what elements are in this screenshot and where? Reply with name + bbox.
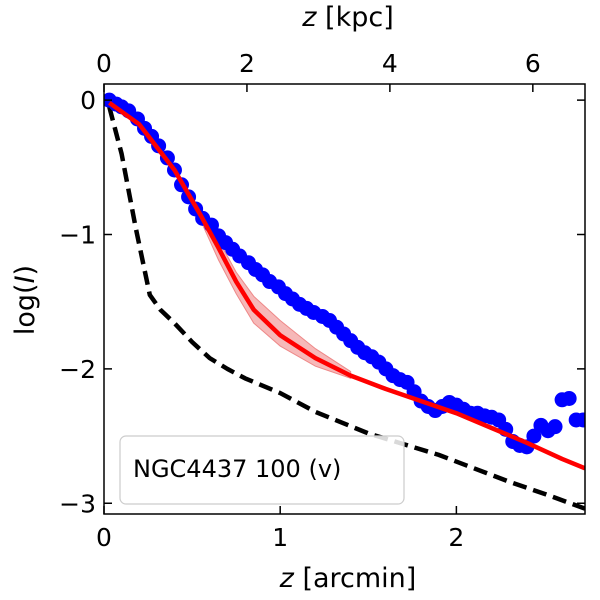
y-tick-label: 0 — [80, 86, 96, 115]
y-tick-label: −3 — [59, 489, 96, 518]
data-point — [575, 412, 585, 428]
legend-label: NGC4437 100 (v) — [133, 455, 341, 483]
top-x-tick-label: 4 — [382, 49, 398, 78]
data-point — [526, 428, 542, 444]
x-tick-label: 1 — [272, 523, 288, 552]
top-x-axis-title: z [kpc] — [301, 2, 393, 33]
legend-box — [119, 435, 405, 505]
plot-frame — [103, 83, 586, 515]
x-tick-label: 0 — [96, 523, 112, 552]
y-tick-label: −1 — [59, 221, 96, 250]
legend: NGC4437 100 (v) — [119, 435, 405, 505]
top-x-tick-label: 6 — [525, 49, 541, 78]
psf-dashed-line — [107, 106, 585, 511]
data-point — [547, 419, 563, 435]
top-x-tick-label: 2 — [239, 49, 255, 78]
x-tick-label: 2 — [448, 523, 464, 552]
model-line — [107, 100, 585, 471]
y-tick-label: −2 — [59, 355, 96, 384]
tick-layer: 0 1 2 0 2 4 6 0 −1 −2 −3 — [59, 49, 585, 552]
model-uncertainty-band — [200, 211, 352, 379]
y-axis-title: log(I) — [10, 265, 41, 335]
data-point — [561, 390, 577, 406]
plot-layer — [104, 92, 585, 511]
x-axis-title: z [arcmin] — [279, 563, 417, 594]
top-x-tick-label: 0 — [96, 49, 112, 78]
